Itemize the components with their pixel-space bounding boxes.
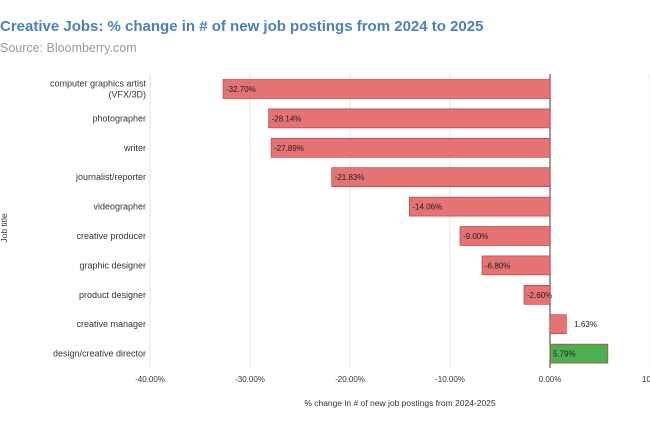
category-label: videographer: [93, 202, 146, 212]
category-label: graphic designer: [79, 260, 146, 270]
bar: [331, 167, 551, 187]
x-tick-label: -30.00%: [235, 375, 265, 384]
bar: [523, 284, 551, 305]
data-label: -32.70%: [226, 85, 256, 94]
x-axis-title: % change in # of new job postings from 2…: [304, 398, 496, 408]
category-label: photographer: [92, 113, 146, 123]
bar: [268, 108, 551, 129]
data-label: -21.83%: [335, 173, 365, 182]
x-tick-label: 10.00%: [642, 375, 650, 384]
category-label: creative manager: [76, 319, 146, 329]
bar: [549, 343, 609, 364]
data-label: -28.14%: [272, 114, 302, 123]
value-labels: -32.70% -28.14% -27.89% -21.83% -14.06% -9.00…: [226, 85, 597, 359]
category-label: (VFX/3D): [108, 90, 146, 100]
category-label: product designer: [79, 290, 146, 300]
category-labels: computer graphics artist(VFX/3D) photogra…: [50, 79, 147, 359]
data-label: -9.00%: [463, 232, 488, 241]
data-label: -27.89%: [274, 144, 304, 153]
category-label: journalist/reporter: [75, 172, 146, 182]
bar: [222, 79, 551, 99]
bar: [270, 138, 551, 158]
bars: [222, 79, 609, 364]
data-label: 1.63%: [574, 320, 597, 329]
bar: [481, 255, 551, 276]
x-tick-labels: -40.00% -30.00% -20.00% -10.00% 0.00% 10.00%: [135, 375, 650, 384]
category-label: creative producer: [76, 231, 146, 241]
x-tick-label: -10.00%: [435, 375, 465, 384]
chart-subtitle: Source: Bloomberry.com: [0, 41, 137, 55]
category-label: writer: [123, 143, 146, 153]
data-label: -2.60%: [527, 291, 552, 300]
chart-title: Creative Jobs: % change in # of new job …: [0, 18, 484, 35]
x-tick-label: 0.00%: [539, 375, 562, 384]
x-tick-label: -40.00%: [135, 375, 165, 384]
bar: [459, 226, 551, 246]
data-label: -6.80%: [485, 261, 510, 270]
category-label: design/creative director: [53, 349, 146, 359]
y-axis-title: Job title: [0, 213, 9, 243]
category-label: computer graphics artist: [50, 79, 147, 89]
x-tick-label: -20.00%: [335, 375, 365, 384]
bar: [409, 196, 551, 217]
bar: [549, 314, 567, 335]
data-label: -14.06%: [412, 203, 442, 212]
data-label: 5.79%: [553, 350, 576, 359]
